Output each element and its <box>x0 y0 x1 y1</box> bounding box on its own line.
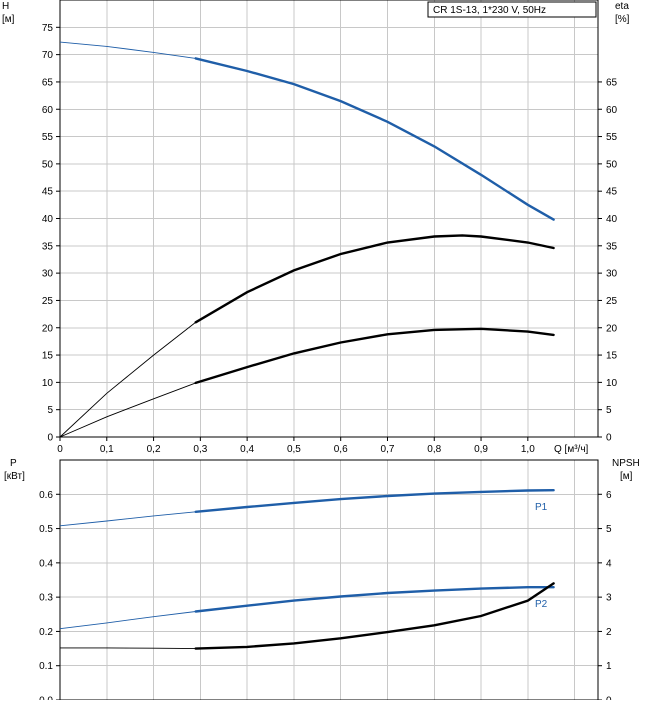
top-left-axis-unit: [м] <box>2 14 15 25</box>
x-axis-tick-label: 1,0 <box>521 444 535 455</box>
x-axis-tick-label: 0,5 <box>287 444 301 455</box>
x-axis-tick-label: 0,7 <box>381 444 395 455</box>
bottom-chart-ticks: 0.0 0.1 0.2 0.3 0.4 0.5 0.6 0 1 2 3 4 5 6 <box>39 490 612 705</box>
bottom-right-axis-title: NPSH <box>612 458 640 469</box>
bottom-chart-frame <box>59 459 599 701</box>
left-axis-tick-label: 15 <box>42 351 54 362</box>
left-axis-tick-label: 70 <box>42 50 54 61</box>
right-axis-tick-label: 25 <box>606 296 618 307</box>
series-line-operating-range <box>194 582 555 650</box>
x-axis-tick-label: 0,4 <box>240 444 254 455</box>
left-axis-tick-label: 0.3 <box>39 593 53 604</box>
right-axis-tick-label: 2 <box>606 627 612 638</box>
right-axis-tick-label: 45 <box>606 187 618 198</box>
bottom-left-axis-unit: [кВт] <box>4 471 25 482</box>
series-line-operating-range <box>194 489 555 513</box>
top-chart-ticks: 0 5 10 15 20 25 30 35 40 45 50 55 60 65 70 75 0 5 10 15 20 25… <box>42 23 618 455</box>
x-axis-tick-label: 0,2 <box>147 444 161 455</box>
left-axis-tick-label: 0.1 <box>39 661 53 672</box>
left-axis-tick-label: 50 <box>42 159 54 170</box>
series-line-operating-range <box>194 57 555 221</box>
left-axis-tick-label: 0.6 <box>39 490 53 501</box>
right-axis-tick-label: 0 <box>606 433 612 444</box>
right-axis-tick-label: 4 <box>606 558 612 569</box>
x-axis-tick-label: 0,6 <box>334 444 348 455</box>
right-axis-tick-label: 15 <box>606 351 618 362</box>
title-box <box>427 1 597 18</box>
series-line-operating-range <box>194 586 555 613</box>
top-left-axis-title: H <box>2 1 9 12</box>
title-box-text: CR 1S-13, 1*230 V, 50Hz <box>433 5 546 16</box>
left-axis-tick-label: 0.4 <box>39 558 53 569</box>
series-line-operating-range <box>194 234 555 324</box>
x-axis-tick-label: 0,8 <box>427 444 441 455</box>
left-axis-tick-label: 40 <box>42 214 54 225</box>
right-axis-tick-label: 35 <box>606 241 618 252</box>
left-axis-tick-label: 10 <box>42 378 54 389</box>
series-line-operating-range <box>194 327 555 385</box>
left-axis-tick-label: 0.2 <box>39 627 53 638</box>
bottom-right-axis-unit: [м] <box>620 471 633 482</box>
left-axis-tick-label: 60 <box>42 105 54 116</box>
left-axis-tick-label: 0 <box>47 433 53 444</box>
left-axis-tick-label: 0.5 <box>39 524 53 535</box>
p2-curve-label: P2 <box>535 599 548 610</box>
left-axis-tick-label: 45 <box>42 187 54 198</box>
bottom-left-axis-title: P <box>10 458 17 469</box>
series-line-thin <box>59 41 554 220</box>
bottom-chart-curves <box>59 489 555 650</box>
left-axis-tick-label: 55 <box>42 132 54 143</box>
left-axis-tick-label: 30 <box>42 269 54 280</box>
left-axis-tick-label: 0.0 <box>39 696 53 701</box>
left-axis-tick-label: 25 <box>42 296 54 307</box>
right-axis-tick-label: 3 <box>606 593 612 604</box>
x-axis-tick-label: 0 <box>57 444 63 455</box>
right-axis-tick-label: 20 <box>606 323 618 334</box>
bottom-chart-grid <box>60 459 598 700</box>
series-line-thin <box>59 328 554 438</box>
top-x-axis-label: Q [м³/ч] <box>554 444 589 455</box>
series-line-thin <box>59 586 554 630</box>
right-axis-tick-label: 50 <box>606 159 618 170</box>
top-chart-curves <box>59 41 555 438</box>
right-axis-tick-label: 0 <box>606 696 612 701</box>
top-right-axis-unit: [%] <box>615 14 630 25</box>
right-axis-tick-label: 60 <box>606 105 618 116</box>
right-axis-tick-label: 5 <box>606 405 612 416</box>
x-axis-tick-label: 0,9 <box>474 444 488 455</box>
left-axis-tick-label: 20 <box>42 323 54 334</box>
left-axis-tick-label: 65 <box>42 77 54 88</box>
right-axis-tick-label: 40 <box>606 214 618 225</box>
right-axis-tick-label: 10 <box>606 378 618 389</box>
right-axis-tick-label: 6 <box>606 490 612 501</box>
right-axis-tick-label: 65 <box>606 77 618 88</box>
left-axis-tick-label: 35 <box>42 241 54 252</box>
top-right-axis-title: eta <box>615 1 629 12</box>
right-axis-tick-label: 55 <box>606 132 618 143</box>
p1-curve-label: P1 <box>535 502 548 513</box>
right-axis-tick-label: 1 <box>606 661 612 672</box>
x-axis-tick-label: 0,1 <box>100 444 114 455</box>
right-axis-tick-label: 30 <box>606 269 618 280</box>
series-line-thin <box>59 489 554 527</box>
left-axis-tick-label: 5 <box>47 405 53 416</box>
right-axis-tick-label: 5 <box>606 524 612 535</box>
left-axis-tick-label: 75 <box>42 23 54 34</box>
top-chart-grid <box>60 0 598 437</box>
x-axis-tick-label: 0,3 <box>193 444 207 455</box>
